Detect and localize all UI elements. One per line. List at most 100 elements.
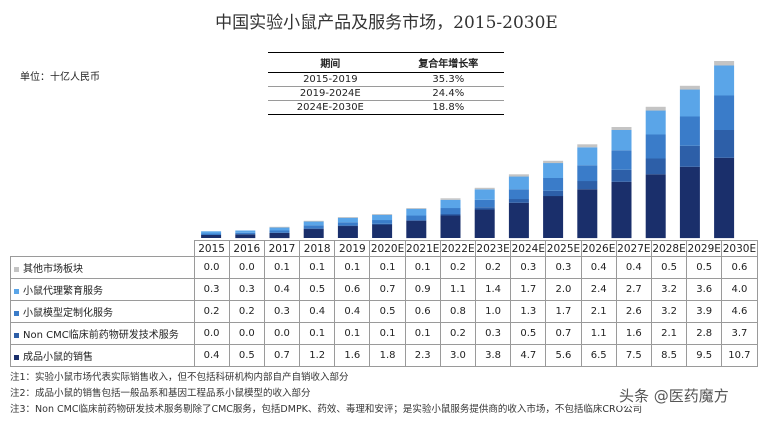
bar-segment	[440, 199, 461, 209]
year-header: 2024E	[510, 240, 547, 257]
bar-segment	[577, 189, 598, 239]
cagr-rate: 35.3%	[392, 72, 504, 87]
legend-swatch	[14, 354, 19, 360]
data-cell: 6.5	[580, 344, 617, 367]
year-header: 2016	[228, 240, 265, 257]
data-cell: 0.5	[228, 344, 265, 367]
bar-segment	[577, 165, 598, 182]
year-header: 2015	[193, 240, 230, 257]
data-cell: 0.8	[439, 300, 477, 323]
data-cell: 3.6	[686, 278, 723, 301]
bar-segment	[372, 224, 393, 238]
data-cell: 3.9	[686, 300, 723, 323]
data-cell: 1.6	[334, 344, 371, 367]
bar-segment	[714, 157, 735, 239]
table-corner	[10, 240, 195, 257]
data-cell: 0.4	[263, 278, 301, 301]
data-cell: 1.7	[510, 278, 547, 301]
bar-segment	[714, 130, 735, 158]
bar-segment	[372, 214, 393, 221]
data-cell: 2.0	[545, 278, 582, 301]
data-cell: 0.5	[686, 256, 723, 279]
data-cell: 0.0	[263, 322, 301, 345]
bar-segment	[645, 158, 666, 175]
bar-segment	[372, 220, 393, 224]
bar-segment	[611, 169, 632, 182]
bar-segment	[474, 199, 495, 208]
bar-segment	[543, 190, 564, 197]
bar-segment	[508, 202, 529, 239]
data-cell: 0.1	[404, 256, 441, 279]
data-cell: 4.0	[721, 278, 758, 301]
data-cell: 0.1	[299, 256, 336, 279]
data-cell: 0.4	[615, 256, 652, 279]
data-cell: 2.1	[580, 300, 617, 323]
table-row: 小鼠模型定制化服务 0.2 0.2 0.3 0.4 0.4 0.5 0.6 0.8 1.0 1.3 1…	[10, 300, 758, 323]
series-name: 其他市场板块	[23, 264, 83, 275]
bar-segment	[440, 215, 461, 238]
bar-segment	[269, 227, 290, 231]
bar-segment	[577, 147, 598, 166]
year-header: 2025E	[545, 240, 582, 257]
bar-segment	[645, 110, 666, 135]
data-cell: 0.5	[369, 300, 406, 323]
data-cell: 1.4	[474, 278, 512, 301]
bar-segment	[577, 144, 598, 148]
year-header: 2018	[299, 240, 336, 257]
data-cell: 1.3	[510, 300, 547, 323]
table-row: 成品小鼠的销售 0.4 0.5 0.7 1.2 1.6 1.8 2.3 3.0 3.8 4.7 5.6…	[10, 344, 758, 367]
bar-segment	[303, 229, 324, 238]
bar-segment	[303, 225, 324, 229]
data-cell: 0.5	[650, 256, 688, 279]
series-label: Non CMC临床前药物研发技术服务	[10, 322, 195, 345]
data-cell: 0.5	[299, 278, 336, 301]
data-cell: 0.9	[404, 278, 441, 301]
data-cell: 0.3	[228, 278, 265, 301]
bar-segment	[645, 134, 666, 159]
bar-segment	[372, 223, 393, 225]
bar-segment	[337, 225, 358, 227]
data-cell: 3.7	[721, 322, 758, 345]
bar-segment	[714, 61, 735, 66]
data-cell: 0.1	[334, 322, 371, 345]
data-cell: 0.6	[721, 256, 758, 279]
series-name: 小鼠代理繁育服务	[23, 286, 103, 297]
legend-swatch	[14, 332, 19, 338]
bar-segment	[303, 221, 324, 226]
bar-segment	[337, 226, 358, 238]
cagr-period: 2015-2019	[268, 72, 393, 87]
data-cell: 0.5	[510, 322, 547, 345]
data-cell: 0.4	[334, 300, 371, 323]
bar-segment	[440, 214, 461, 216]
data-cell: 4.6	[721, 300, 758, 323]
data-cell: 2.3	[404, 344, 441, 367]
bar-segment	[543, 178, 564, 191]
year-header: 2017	[263, 240, 301, 257]
bar-segment	[337, 222, 358, 226]
data-cell: 1.2	[299, 344, 336, 367]
data-cell: 5.6	[545, 344, 582, 367]
footnotes: 注1：实验小鼠市场代表实际销售收入，但不包括科研机构内部自产自销收入部分 注2：…	[10, 370, 642, 418]
data-cell: 0.7	[263, 344, 301, 367]
watermark: 头条 @医药魔方	[616, 385, 732, 406]
bar-segment	[474, 189, 495, 200]
bar-segment	[406, 215, 427, 220]
data-cell: 2.1	[650, 322, 688, 345]
series-name: 成品小鼠的销售	[23, 352, 93, 363]
series-label: 小鼠模型定制化服务	[10, 300, 195, 323]
data-cell: 2.4	[580, 278, 617, 301]
bar-segment	[474, 209, 495, 238]
data-cell: 0.6	[334, 278, 371, 301]
data-cell: 0.1	[299, 322, 336, 345]
cagr-table: 期间 复合年增长率 2015-2019 35.3% 2019-2024E 24.…	[268, 52, 504, 115]
bar-segment	[337, 217, 358, 218]
bar-segment	[201, 233, 222, 235]
bar-segment	[508, 199, 529, 203]
bar-segment	[474, 187, 495, 190]
bar-segment	[508, 174, 529, 177]
bar-segment	[235, 232, 256, 235]
year-header: 2030E	[721, 240, 758, 257]
data-cell: 1.1	[580, 322, 617, 345]
bar-segment	[440, 208, 461, 214]
legend-swatch	[14, 310, 19, 316]
